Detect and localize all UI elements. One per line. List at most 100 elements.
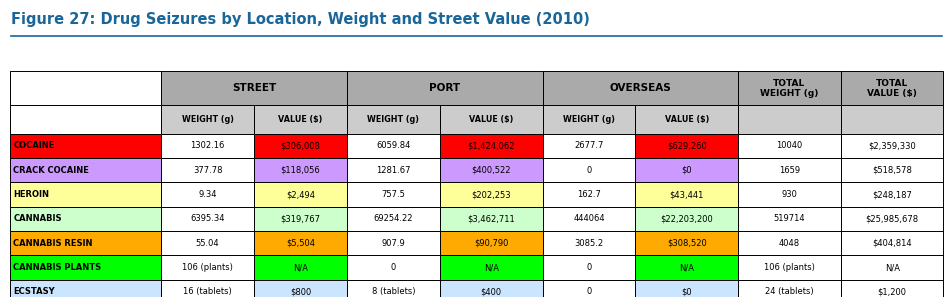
Text: $22,203,200: $22,203,200 — [660, 214, 712, 223]
Bar — [635, 105, 738, 134]
Text: $306,008: $306,008 — [280, 141, 320, 150]
Bar — [440, 134, 542, 158]
Bar — [347, 207, 440, 231]
Bar — [161, 105, 254, 134]
Text: $43,441: $43,441 — [669, 190, 704, 199]
Text: 1659: 1659 — [778, 166, 799, 175]
Text: $2,494: $2,494 — [286, 190, 315, 199]
Bar — [635, 134, 738, 158]
Bar — [161, 158, 254, 182]
Bar — [840, 134, 942, 158]
Bar — [10, 105, 161, 134]
Bar — [542, 255, 635, 280]
Bar — [254, 182, 347, 207]
Text: 106 (plants): 106 (plants) — [182, 263, 232, 272]
Bar — [542, 134, 635, 158]
Bar — [840, 71, 942, 105]
Text: 24 (tablets): 24 (tablets) — [764, 287, 813, 296]
Bar — [440, 207, 542, 231]
Bar — [635, 207, 738, 231]
Bar — [440, 280, 542, 297]
Bar — [738, 134, 840, 158]
Text: 4048: 4048 — [778, 239, 799, 248]
Text: $202,253: $202,253 — [471, 190, 510, 199]
Bar — [440, 158, 542, 182]
Bar — [347, 71, 542, 105]
Bar — [635, 158, 738, 182]
Bar — [738, 231, 840, 255]
Bar — [347, 231, 440, 255]
Bar — [254, 280, 347, 297]
Text: 8 (tablets): 8 (tablets) — [371, 287, 415, 296]
Text: CANNABIS PLANTS: CANNABIS PLANTS — [13, 263, 101, 272]
Text: 3085.2: 3085.2 — [574, 239, 603, 248]
Text: $5,504: $5,504 — [286, 239, 315, 248]
Text: $1,424,062: $1,424,062 — [466, 141, 514, 150]
Text: 9.34: 9.34 — [198, 190, 217, 199]
Bar — [347, 105, 440, 134]
Bar — [347, 134, 440, 158]
Text: $118,056: $118,056 — [280, 166, 320, 175]
Text: $629,260: $629,260 — [666, 141, 705, 150]
Text: N/A: N/A — [883, 263, 899, 272]
Text: VALUE ($): VALUE ($) — [664, 115, 708, 124]
Bar — [542, 280, 635, 297]
Bar — [840, 158, 942, 182]
Bar — [542, 207, 635, 231]
Text: $404,814: $404,814 — [871, 239, 911, 248]
Text: $0: $0 — [681, 166, 691, 175]
Bar — [161, 182, 254, 207]
Bar — [840, 182, 942, 207]
Text: VALUE ($): VALUE ($) — [468, 115, 513, 124]
Text: CANNABIS RESIN: CANNABIS RESIN — [13, 239, 92, 248]
Text: 1281.67: 1281.67 — [376, 166, 410, 175]
Bar — [254, 231, 347, 255]
Bar — [635, 182, 738, 207]
Text: $308,520: $308,520 — [666, 239, 705, 248]
Bar — [254, 255, 347, 280]
Text: 6395.34: 6395.34 — [190, 214, 225, 223]
Text: CANNABIS: CANNABIS — [13, 214, 62, 223]
Bar — [161, 255, 254, 280]
Text: TOTAL
VALUE ($): TOTAL VALUE ($) — [866, 79, 916, 98]
Text: 907.9: 907.9 — [381, 239, 405, 248]
Text: 0: 0 — [585, 263, 591, 272]
Bar — [635, 280, 738, 297]
Bar — [10, 71, 161, 105]
Bar — [738, 207, 840, 231]
Text: $2,359,330: $2,359,330 — [867, 141, 915, 150]
Bar — [738, 182, 840, 207]
Text: OVERSEAS: OVERSEAS — [608, 83, 670, 93]
Bar — [738, 255, 840, 280]
Text: 16 (tablets): 16 (tablets) — [183, 287, 231, 296]
Text: $319,767: $319,767 — [280, 214, 320, 223]
Text: 1302.16: 1302.16 — [190, 141, 225, 150]
Bar — [738, 105, 840, 134]
Text: $248,187: $248,187 — [871, 190, 911, 199]
Bar — [254, 105, 347, 134]
Text: 6059.84: 6059.84 — [376, 141, 410, 150]
Bar — [161, 134, 254, 158]
Bar — [440, 255, 542, 280]
Bar — [347, 255, 440, 280]
Bar — [635, 255, 738, 280]
Bar — [738, 71, 840, 105]
Bar — [161, 71, 347, 105]
Bar — [10, 158, 161, 182]
Bar — [840, 280, 942, 297]
Bar — [542, 231, 635, 255]
Bar — [440, 182, 542, 207]
Text: $3,462,711: $3,462,711 — [466, 214, 514, 223]
Text: $800: $800 — [289, 287, 310, 296]
Text: 519714: 519714 — [773, 214, 804, 223]
Text: COCAINE: COCAINE — [13, 141, 54, 150]
Text: CRACK COCAINE: CRACK COCAINE — [13, 166, 89, 175]
Text: 55.04: 55.04 — [195, 239, 219, 248]
Text: 106 (plants): 106 (plants) — [764, 263, 814, 272]
Bar — [254, 207, 347, 231]
Bar — [840, 231, 942, 255]
Text: N/A: N/A — [679, 263, 693, 272]
Text: HEROIN: HEROIN — [13, 190, 50, 199]
Text: $25,985,678: $25,985,678 — [864, 214, 918, 223]
Bar — [840, 105, 942, 134]
